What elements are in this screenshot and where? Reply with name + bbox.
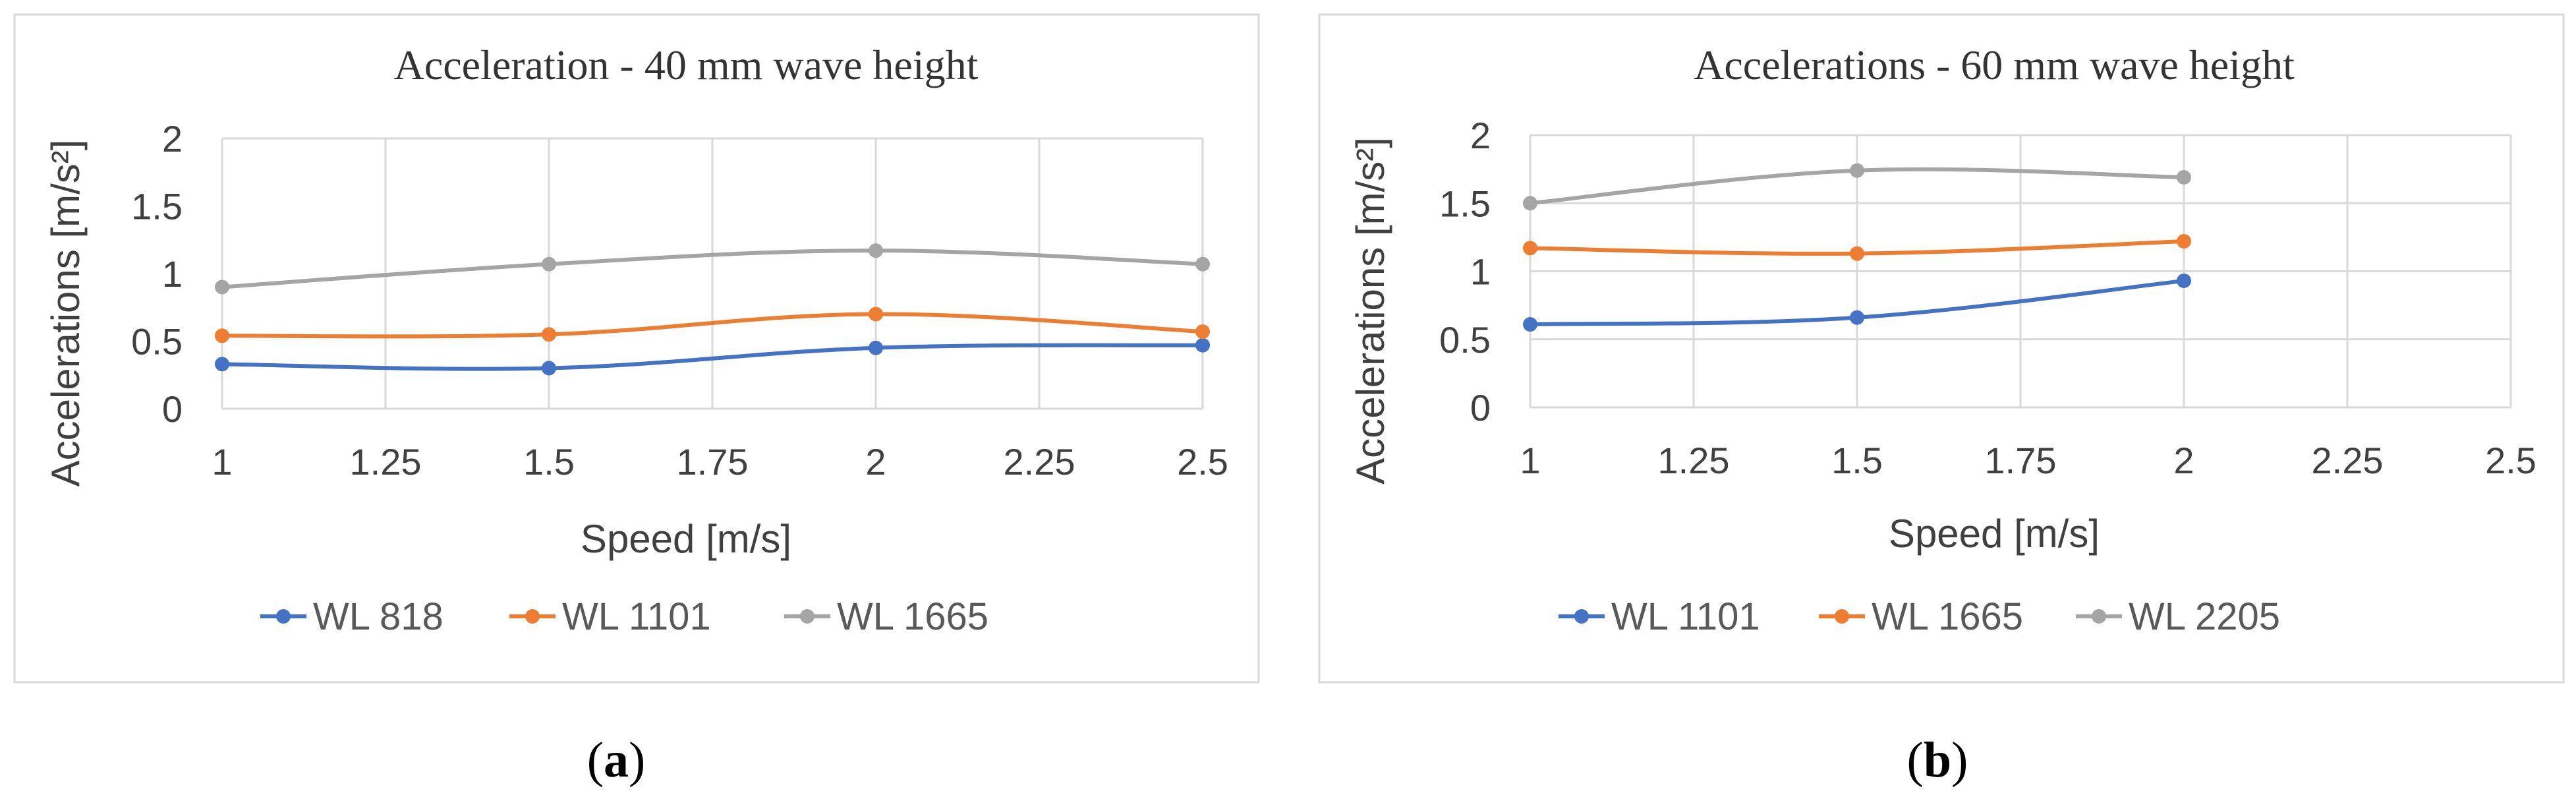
chart-frame bbox=[13, 13, 1260, 684]
legend-label: WL 1101 bbox=[1611, 595, 1760, 638]
x-tick-label: 1.75 bbox=[677, 441, 749, 483]
data-point bbox=[1850, 310, 1864, 325]
data-point bbox=[1195, 324, 1210, 339]
x-tick-label: 2.5 bbox=[1177, 441, 1228, 483]
legend-swatch-marker bbox=[2092, 609, 2106, 624]
series-wl-1665 bbox=[215, 243, 1210, 295]
x-axis-title: Speed [m/s] bbox=[1889, 512, 2100, 556]
y-axis-title: Accelerations [m/s²] bbox=[43, 140, 88, 487]
legend-swatch-marker bbox=[800, 609, 815, 624]
x-tick-label: 2.5 bbox=[2485, 440, 2536, 481]
data-point bbox=[1195, 338, 1210, 353]
legend-item: WL 1665 bbox=[1819, 595, 2023, 638]
y-tick-label: 2 bbox=[162, 118, 183, 160]
series-line bbox=[220, 249, 1205, 289]
legend-item: WL 818 bbox=[260, 595, 444, 638]
data-point bbox=[1523, 196, 1537, 211]
x-tick-label: 2.25 bbox=[2312, 440, 2384, 481]
data-point bbox=[869, 307, 883, 322]
x-tick-label: 1.25 bbox=[350, 441, 422, 483]
y-tick-label: 0.5 bbox=[1439, 319, 1491, 361]
y-tick-label: 1 bbox=[162, 253, 183, 295]
x-tick-label: 1 bbox=[1520, 440, 1540, 481]
series-wl-2205 bbox=[1523, 163, 2191, 211]
data-point bbox=[542, 256, 556, 272]
y-axis-title: Accelerations [m/s²] bbox=[1348, 137, 1392, 485]
data-point bbox=[542, 361, 556, 376]
data-point bbox=[869, 340, 883, 355]
y-tick-label: 0 bbox=[162, 388, 183, 430]
x-tick-label: 2 bbox=[865, 441, 886, 483]
legend-label: WL 1101 bbox=[562, 595, 711, 638]
legend-swatch-marker bbox=[276, 609, 291, 624]
x-tick-label: 1 bbox=[212, 441, 232, 483]
legend-label: WL 2205 bbox=[2129, 595, 2280, 638]
legend-swatch-marker bbox=[525, 609, 540, 624]
y-tick-label: 1 bbox=[1470, 251, 1491, 293]
x-axis-title: Speed [m/s] bbox=[581, 517, 791, 561]
series-wl-818 bbox=[215, 338, 1210, 376]
panel-caption: (b) bbox=[1907, 732, 1968, 788]
data-point bbox=[215, 357, 229, 372]
data-point bbox=[542, 327, 556, 342]
data-point bbox=[1523, 317, 1537, 332]
data-point bbox=[1195, 256, 1210, 272]
legend-label: WL 1665 bbox=[837, 595, 988, 638]
chart-frame bbox=[1318, 13, 2565, 684]
y-tick-label: 0 bbox=[1470, 387, 1491, 428]
data-point bbox=[1850, 246, 1864, 261]
data-point bbox=[215, 328, 229, 343]
legend-item: WL 1101 bbox=[509, 595, 711, 638]
data-point bbox=[2177, 170, 2191, 185]
x-tick-label: 1.5 bbox=[523, 441, 575, 483]
data-point bbox=[2177, 234, 2191, 249]
y-tick-label: 2 bbox=[1470, 115, 1491, 156]
data-point bbox=[869, 243, 883, 258]
x-tick-label: 1.25 bbox=[1658, 440, 1730, 481]
series-wl-1101 bbox=[1523, 273, 2191, 332]
panel-caption: (a) bbox=[587, 732, 646, 788]
series-wl-1101 bbox=[215, 307, 1210, 343]
panel-a: Acceleration - 40 mm wave height 1 1.25 1.5… bbox=[13, 13, 1260, 788]
series-line bbox=[220, 343, 1205, 371]
legend-swatch-marker bbox=[1835, 609, 1849, 624]
series-line bbox=[220, 312, 1205, 339]
data-point bbox=[1523, 241, 1537, 256]
data-point bbox=[215, 280, 229, 295]
legend-label: WL 1665 bbox=[1872, 595, 2023, 638]
x-tick-label: 2.25 bbox=[1004, 441, 1075, 483]
chart-title: Acceleration - 40 mm wave height bbox=[394, 42, 979, 88]
panel-b: Accelerations - 60 mm wave height 1 1.25 1.… bbox=[1318, 13, 2565, 788]
legend-item: WL 1665 bbox=[784, 595, 988, 638]
chart-title: Accelerations - 60 mm wave height bbox=[1694, 42, 2295, 88]
x-tick-label: 2 bbox=[2173, 440, 2194, 481]
legend-item: WL 1101 bbox=[1559, 595, 1760, 638]
legend-label: WL 818 bbox=[313, 595, 444, 638]
series-wl-1665 bbox=[1523, 234, 2191, 261]
y-tick-label: 1.5 bbox=[1439, 183, 1491, 224]
x-tick-label: 1.75 bbox=[1985, 440, 2057, 481]
data-point bbox=[2177, 273, 2191, 288]
legend-item: WL 2205 bbox=[2076, 595, 2280, 638]
y-tick-label: 0.5 bbox=[131, 321, 183, 363]
data-point bbox=[1850, 163, 1864, 178]
y-tick-label: 1.5 bbox=[131, 186, 183, 227]
legend-swatch-marker bbox=[1574, 609, 1589, 624]
x-tick-label: 1.5 bbox=[1831, 440, 1883, 481]
